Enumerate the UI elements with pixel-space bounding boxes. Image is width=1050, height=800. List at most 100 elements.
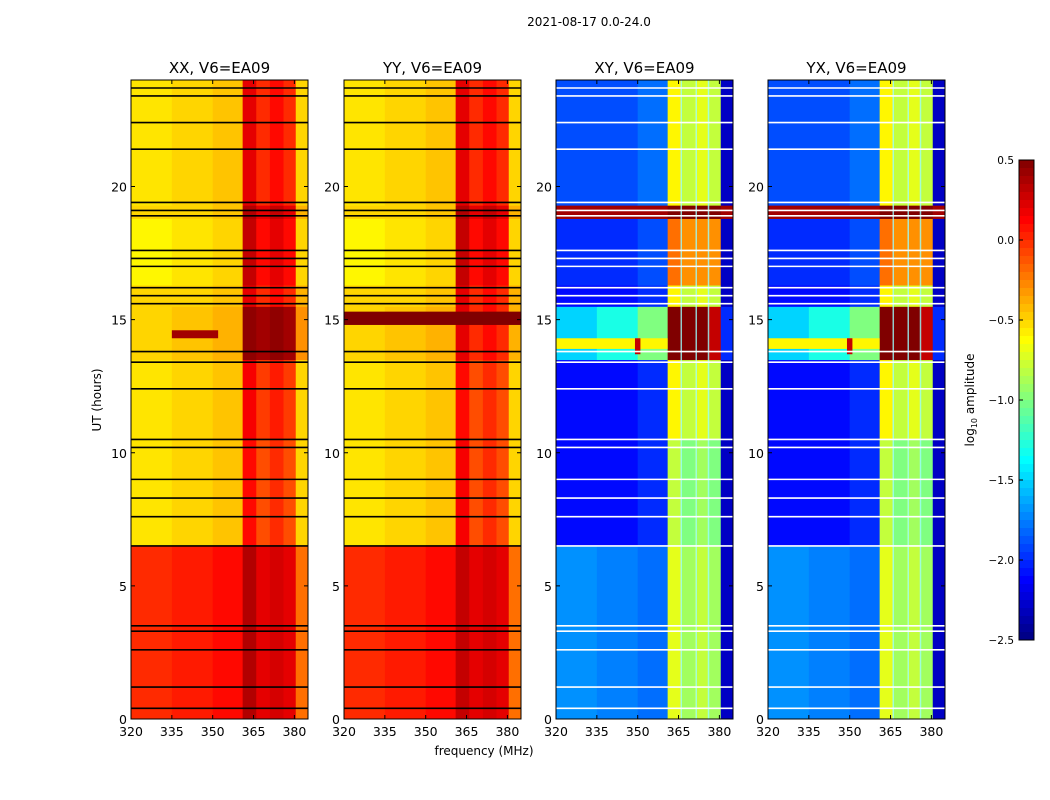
heatmap-cell [637, 359, 669, 440]
y-tick-label: 20 [111, 180, 127, 195]
colorbar-segment [1019, 408, 1034, 417]
heatmap-cell [893, 218, 908, 286]
y-tick-label: 10 [748, 446, 764, 461]
heatmap-cell [920, 205, 934, 219]
colorbar-segment [1019, 504, 1034, 513]
plot-frame [130, 79, 309, 720]
heatmap-cell [932, 439, 946, 547]
heatmap-cell [681, 545, 696, 720]
colorbar-segment [1019, 592, 1034, 601]
colorbar-segment [1019, 472, 1034, 481]
heatmap-cell [932, 205, 946, 219]
heatmap-cell [425, 359, 457, 440]
colorbar-segment [1019, 496, 1034, 505]
x-tick-label: 335 [797, 724, 821, 739]
y-tick-label: 0 [544, 712, 552, 727]
y-tick-label: 10 [536, 446, 552, 461]
x-tick-label: 320 [119, 724, 143, 739]
heatmap-cell [482, 80, 497, 206]
colorbar-segment [1019, 584, 1034, 593]
heatmap-cell [242, 545, 257, 720]
y-tick-label: 5 [756, 579, 764, 594]
heatmap-cell [496, 80, 510, 206]
heatmap-cell [849, 218, 881, 286]
heatmap-cell [637, 80, 669, 206]
heatmap-cell [508, 545, 522, 720]
colorbar-segment [1019, 256, 1034, 265]
heatmap-cell [556, 205, 598, 219]
heatmap-cell [849, 205, 881, 219]
heatmap-panel-yx: YX, V6=EA09 320 335 350 365 380 0 5 10 15 20 [748, 59, 946, 739]
heatmap-cell [131, 218, 173, 286]
heatmap-cell [893, 439, 908, 547]
heatmap-cell [849, 439, 881, 547]
heatmap-cell [694, 205, 709, 219]
heatmap-cell [242, 80, 257, 206]
heatmap-cell [694, 439, 709, 547]
plot-frame [555, 79, 734, 720]
heatmap-cell [171, 80, 214, 206]
heatmap-cell [694, 218, 709, 286]
y-tick-label: 5 [119, 579, 127, 594]
heatmap-cell [269, 80, 284, 206]
heatmap-cell [849, 359, 881, 440]
heatmap-cell [708, 218, 722, 286]
y-tick-label: 15 [111, 313, 127, 328]
heatmap-cell [556, 439, 598, 547]
colorbar-segment [1019, 360, 1034, 369]
heatmap-cell [496, 439, 510, 547]
rfi-stripe [556, 338, 668, 349]
heatmap-cell [932, 359, 946, 440]
rfi-stripe [846, 338, 853, 355]
heatmap-cell [425, 439, 457, 547]
colorbar-segment [1019, 328, 1034, 337]
colorbar-segment [1019, 520, 1034, 529]
heatmap-cell [344, 439, 386, 547]
heatmap-cell [906, 218, 921, 286]
heatmap-cell [920, 218, 934, 286]
heatmap-cell [906, 545, 921, 720]
colorbar-segment [1019, 616, 1034, 625]
heatmap-cell [920, 545, 934, 720]
panel-title: YY, V6=EA09 [382, 59, 482, 77]
heatmap-cell [482, 439, 497, 547]
y-tick-label: 10 [324, 446, 340, 461]
heatmap-cell [556, 359, 598, 440]
heatmap-cell [667, 306, 682, 361]
heatmap-cell [283, 359, 297, 440]
y-tick-label: 5 [332, 579, 340, 594]
colorbar-segment [1019, 296, 1034, 305]
heatmap-cell [667, 218, 682, 286]
colorbar-segment [1019, 552, 1034, 561]
heatmap-cell [425, 545, 457, 720]
colorbar-tick-label: −1.5 [989, 475, 1015, 487]
panel-title: XX, V6=EA09 [169, 59, 270, 77]
colorbar-segment [1019, 168, 1034, 177]
y-tick-label: 15 [324, 313, 340, 328]
heatmap-cell [879, 80, 894, 206]
colorbar-segment [1019, 528, 1034, 537]
colorbar-tick-label: −0.5 [989, 315, 1015, 327]
heatmap-cell [283, 439, 297, 547]
heatmap-cell [384, 218, 427, 286]
colorbar-segment [1019, 208, 1034, 217]
colorbar-tick-label: −1.0 [989, 395, 1015, 407]
colorbar-tick-label: −2.5 [989, 635, 1015, 647]
colorbar-segment [1019, 464, 1034, 473]
colorbar-segment [1019, 448, 1034, 457]
heatmap-cell [455, 80, 470, 206]
y-axis-label: UT (hours) [90, 368, 104, 431]
heatmap-cell [425, 218, 457, 286]
heatmap-cell [720, 80, 734, 206]
x-tick-label: 335 [373, 724, 397, 739]
x-tick-label: 380 [919, 724, 943, 739]
heatmap-cell [496, 205, 510, 219]
heatmap-cell [708, 439, 722, 547]
heatmap-cell [681, 439, 696, 547]
heatmap-cell [906, 306, 921, 361]
heatmap-cell [879, 439, 894, 547]
heatmap-cell [344, 205, 386, 219]
heatmap-cell [768, 205, 810, 219]
colorbar-tick-label: −2.0 [989, 555, 1015, 567]
